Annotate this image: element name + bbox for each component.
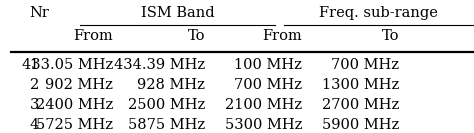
Text: ISM Band: ISM Band <box>141 6 214 20</box>
Text: Freq. sub-range: Freq. sub-range <box>319 6 438 20</box>
Text: 5725 MHz: 5725 MHz <box>36 118 113 132</box>
Text: To: To <box>382 30 400 43</box>
Text: 700 MHz: 700 MHz <box>234 78 302 92</box>
Text: 5900 MHz: 5900 MHz <box>322 118 400 132</box>
Text: 928 MHz: 928 MHz <box>137 78 205 92</box>
Text: 1300 MHz: 1300 MHz <box>322 78 400 92</box>
Text: 434.39 MHz: 434.39 MHz <box>114 58 205 72</box>
Text: 2400 MHz: 2400 MHz <box>36 98 113 112</box>
Text: 902 MHz: 902 MHz <box>45 78 113 92</box>
Text: 1: 1 <box>29 58 39 72</box>
Text: 2: 2 <box>29 78 39 92</box>
Text: 2500 MHz: 2500 MHz <box>128 98 205 112</box>
Text: 5300 MHz: 5300 MHz <box>225 118 302 132</box>
Text: 2700 MHz: 2700 MHz <box>322 98 400 112</box>
Text: 700 MHz: 700 MHz <box>331 58 400 72</box>
Text: 4: 4 <box>29 118 39 132</box>
Text: From: From <box>73 30 113 43</box>
Text: 2100 MHz: 2100 MHz <box>225 98 302 112</box>
Text: Nr: Nr <box>29 6 49 20</box>
Text: 5875 MHz: 5875 MHz <box>128 118 205 132</box>
Text: 100 MHz: 100 MHz <box>235 58 302 72</box>
Text: To: To <box>188 30 205 43</box>
Text: 433.05 MHz: 433.05 MHz <box>21 58 113 72</box>
Text: From: From <box>263 30 302 43</box>
Text: 3: 3 <box>29 98 39 112</box>
